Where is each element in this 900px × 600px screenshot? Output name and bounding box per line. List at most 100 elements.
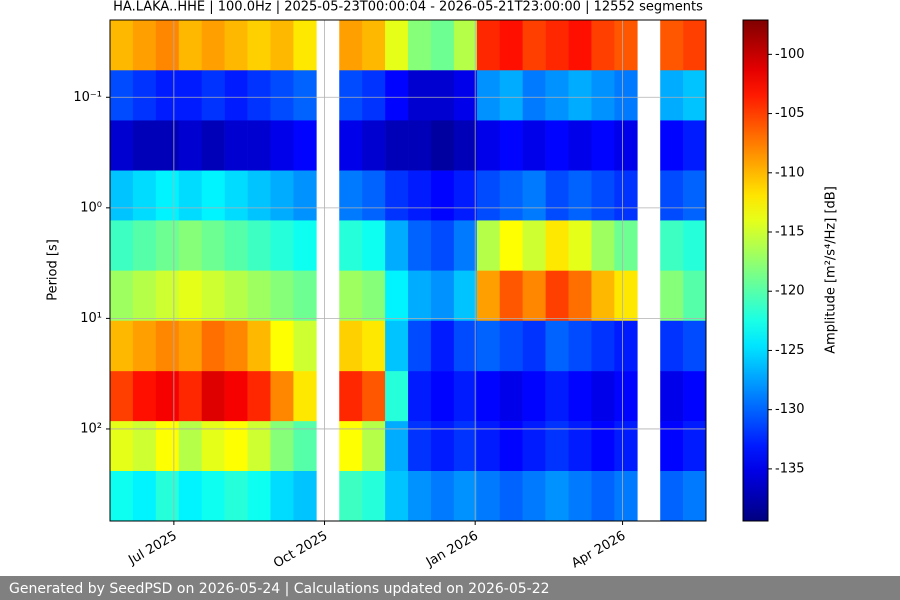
heatmap-cell — [132, 170, 157, 221]
heatmap-cell — [339, 421, 363, 472]
heatmap-cell — [683, 20, 707, 71]
heatmap-cell — [362, 470, 386, 522]
heatmap-cell — [178, 371, 203, 422]
heatmap-cell — [270, 120, 294, 171]
heatmap-cell — [408, 470, 432, 522]
heatmap-cell — [339, 20, 363, 71]
x-tick-label: Apr 2026 — [569, 529, 628, 572]
heatmap-cell — [499, 270, 523, 322]
heatmap-cell — [109, 371, 134, 422]
heatmap-cell — [339, 320, 363, 372]
heatmap-cell — [270, 421, 294, 472]
heatmap-cell — [201, 421, 225, 472]
heatmap-cell — [362, 220, 386, 271]
heatmap-cell — [408, 70, 432, 121]
heatmap-cell — [339, 120, 363, 171]
heatmap-cell — [293, 421, 317, 472]
heatmap-cell — [247, 70, 271, 121]
x-tick-label: Jan 2026 — [423, 529, 481, 571]
heatmap-cell — [522, 120, 546, 171]
heatmap-cell — [201, 70, 225, 121]
heatmap-cell — [408, 220, 432, 271]
heatmap-cell — [545, 170, 569, 221]
colorbar-label: Amplitude [m²/s⁴/Hz] [dB] — [824, 186, 839, 354]
heatmap-cell — [568, 270, 592, 322]
heatmap-cell — [385, 270, 409, 322]
heatmap-cell — [178, 270, 203, 322]
heatmap-cell — [362, 320, 386, 372]
heatmap-cell — [293, 470, 317, 522]
heatmap-cell — [362, 20, 386, 71]
heatmap-cell — [224, 20, 248, 71]
heatmap-cell — [132, 220, 157, 271]
heatmap-cell — [614, 70, 638, 121]
colorbar-tick-label: -120 — [775, 284, 805, 299]
heatmap-cell — [109, 120, 134, 171]
colorbar-tick-label: -135 — [775, 461, 805, 476]
heatmap-cell — [568, 70, 592, 121]
heatmap-cell — [614, 270, 638, 322]
heatmap-cell — [224, 70, 248, 121]
heatmap-cell — [683, 170, 707, 221]
heatmap-cell — [201, 20, 225, 71]
heatmap-cell — [568, 320, 592, 372]
heatmap-cell — [293, 270, 317, 322]
heatmap-cell — [201, 120, 225, 171]
heatmap-cell — [476, 470, 501, 522]
heatmap-cell — [430, 421, 455, 472]
heatmap-cell — [201, 320, 225, 372]
colorbar-tick-label: -110 — [775, 165, 805, 180]
heatmap-cell — [522, 320, 546, 372]
heatmap-cell — [178, 470, 203, 522]
heatmap-cell — [247, 421, 271, 472]
heatmap — [109, 20, 707, 522]
heatmap-cell — [385, 20, 409, 71]
heatmap-cell — [430, 270, 455, 322]
heatmap-cell — [499, 70, 523, 121]
y-tick-label: 10¹ — [80, 311, 102, 326]
heatmap-cell — [476, 371, 501, 422]
heatmap-cell — [453, 470, 478, 522]
heatmap-cell — [293, 170, 317, 221]
heatmap-cell — [385, 320, 409, 372]
heatmap-cell — [385, 120, 409, 171]
heatmap-cell — [201, 470, 225, 522]
heatmap-cell — [178, 170, 203, 221]
heatmap-cell — [293, 70, 317, 121]
heatmap-cell — [430, 470, 455, 522]
heatmap-cell — [522, 220, 546, 271]
heatmap-cell — [201, 220, 225, 271]
footer-bar — [0, 576, 900, 600]
heatmap-cell — [591, 270, 615, 322]
heatmap-cell — [270, 371, 294, 422]
heatmap-cell — [522, 371, 546, 422]
heatmap-cell — [614, 371, 638, 422]
heatmap-cell — [293, 20, 317, 71]
heatmap-cell — [270, 320, 294, 372]
heatmap-cell — [132, 470, 157, 522]
heatmap-cell — [178, 120, 203, 171]
heatmap-cell — [247, 20, 271, 71]
heatmap-cell — [430, 170, 455, 221]
heatmap-cell — [385, 371, 409, 422]
heatmap-cell — [476, 70, 501, 121]
heatmap-cell — [224, 270, 248, 322]
heatmap-cell — [132, 120, 157, 171]
heatmap-cell — [201, 270, 225, 322]
heatmap-cell — [339, 70, 363, 121]
heatmap-cell — [499, 220, 523, 271]
heatmap-cell — [109, 220, 134, 271]
heatmap-cell — [591, 20, 615, 71]
heatmap-cell — [132, 320, 157, 372]
heatmap-cell — [499, 421, 523, 472]
heatmap-cell — [224, 320, 248, 372]
chart-title: HA.LAKA..HHE | 100.0Hz | 2025-05-23T00:0… — [113, 0, 703, 15]
heatmap-cell — [522, 470, 546, 522]
heatmap-cell — [270, 470, 294, 522]
heatmap-cell — [545, 120, 569, 171]
heatmap-cell — [132, 371, 157, 422]
y-tick-label: 10⁰ — [80, 200, 102, 215]
heatmap-cell — [591, 70, 615, 121]
colorbar-tick-label: -130 — [775, 402, 805, 417]
heatmap-cell — [591, 120, 615, 171]
